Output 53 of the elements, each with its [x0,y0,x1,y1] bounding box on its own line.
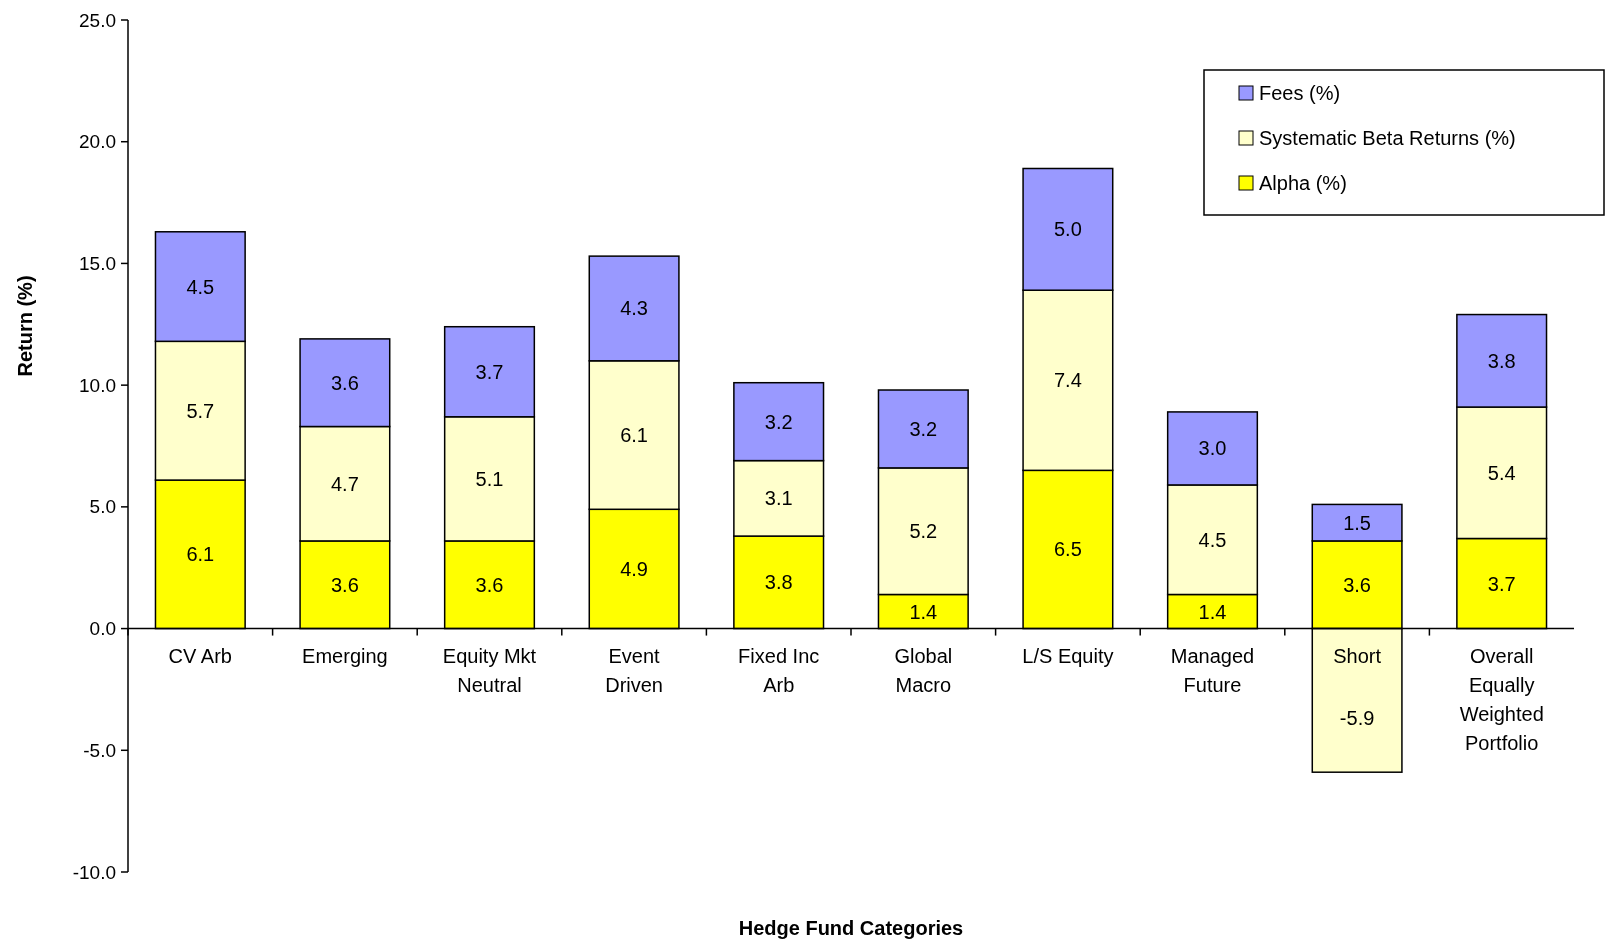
x-tick-label: Short [1333,644,1382,667]
data-label: 5.1 [475,467,504,490]
x-tick-label: Global Macro [894,644,953,696]
data-label: 6.1 [620,424,649,447]
y-tick-label: 25.0 [79,9,116,31]
legend-label: Alpha (%) [1259,172,1347,194]
data-label: 3.6 [330,573,359,596]
data-label: 1.4 [1198,600,1227,623]
legend-label: Fees (%) [1259,82,1341,104]
y-axis-title: Return (%) [14,275,36,377]
x-tick-label: Managed Future [1170,644,1255,696]
x-tick-label: Emerging [302,644,388,667]
data-label: 5.0 [1053,218,1082,241]
x-tick-label: Event Driven [605,644,663,696]
y-tick-label: 5.0 [89,496,116,518]
y-tick-label: -5.0 [83,739,116,761]
data-label: 1.4 [909,600,938,623]
data-label: 3.1 [764,487,793,510]
data-label: 3.6 [1343,573,1372,596]
data-label: 3.7 [475,360,504,383]
data-label: 3.6 [330,371,359,394]
data-label: 4.3 [620,297,649,320]
data-label: 6.5 [1053,538,1082,561]
x-axis-title: Hedge Fund Categories [738,917,964,939]
y-tick-label: 0.0 [89,618,116,640]
legend-label: Systematic Beta Returns (%) [1259,127,1516,149]
y-tick-label: 10.0 [79,374,116,396]
data-label: 4.5 [186,275,215,298]
data-label: 4.5 [1198,528,1227,551]
data-label: 4.9 [620,557,649,580]
y-tick-label: 20.0 [79,131,116,153]
data-label: 3.2 [909,417,938,440]
x-tick-label: CV Arb [168,644,232,667]
data-label: 3.8 [1487,349,1516,372]
y-tick-label: -10.0 [72,861,116,883]
x-tick-label: L/S Equity [1022,644,1114,667]
x-tick-label: Equity Mkt Neutral [442,644,537,696]
data-label: 4.7 [330,472,359,495]
data-label: 6.1 [186,543,215,566]
data-label: 3.8 [764,571,793,594]
data-label: 3.6 [475,573,504,596]
data-label: 5.4 [1487,461,1516,484]
data-label: 3.7 [1487,572,1516,595]
data-label: 1.5 [1343,511,1372,534]
data-label: 3.0 [1198,437,1227,460]
y-tick-label: 15.0 [79,252,116,274]
data-label: -5.9 [1339,707,1375,730]
data-label: 3.2 [764,410,793,433]
data-label: 5.2 [909,520,938,543]
data-label: 7.4 [1053,369,1082,392]
data-label: 5.7 [186,399,215,422]
x-tick-label: Fixed Inc Arb [738,644,820,696]
x-tick-label: Overall Equally Weighted Portfolio [1459,644,1544,754]
